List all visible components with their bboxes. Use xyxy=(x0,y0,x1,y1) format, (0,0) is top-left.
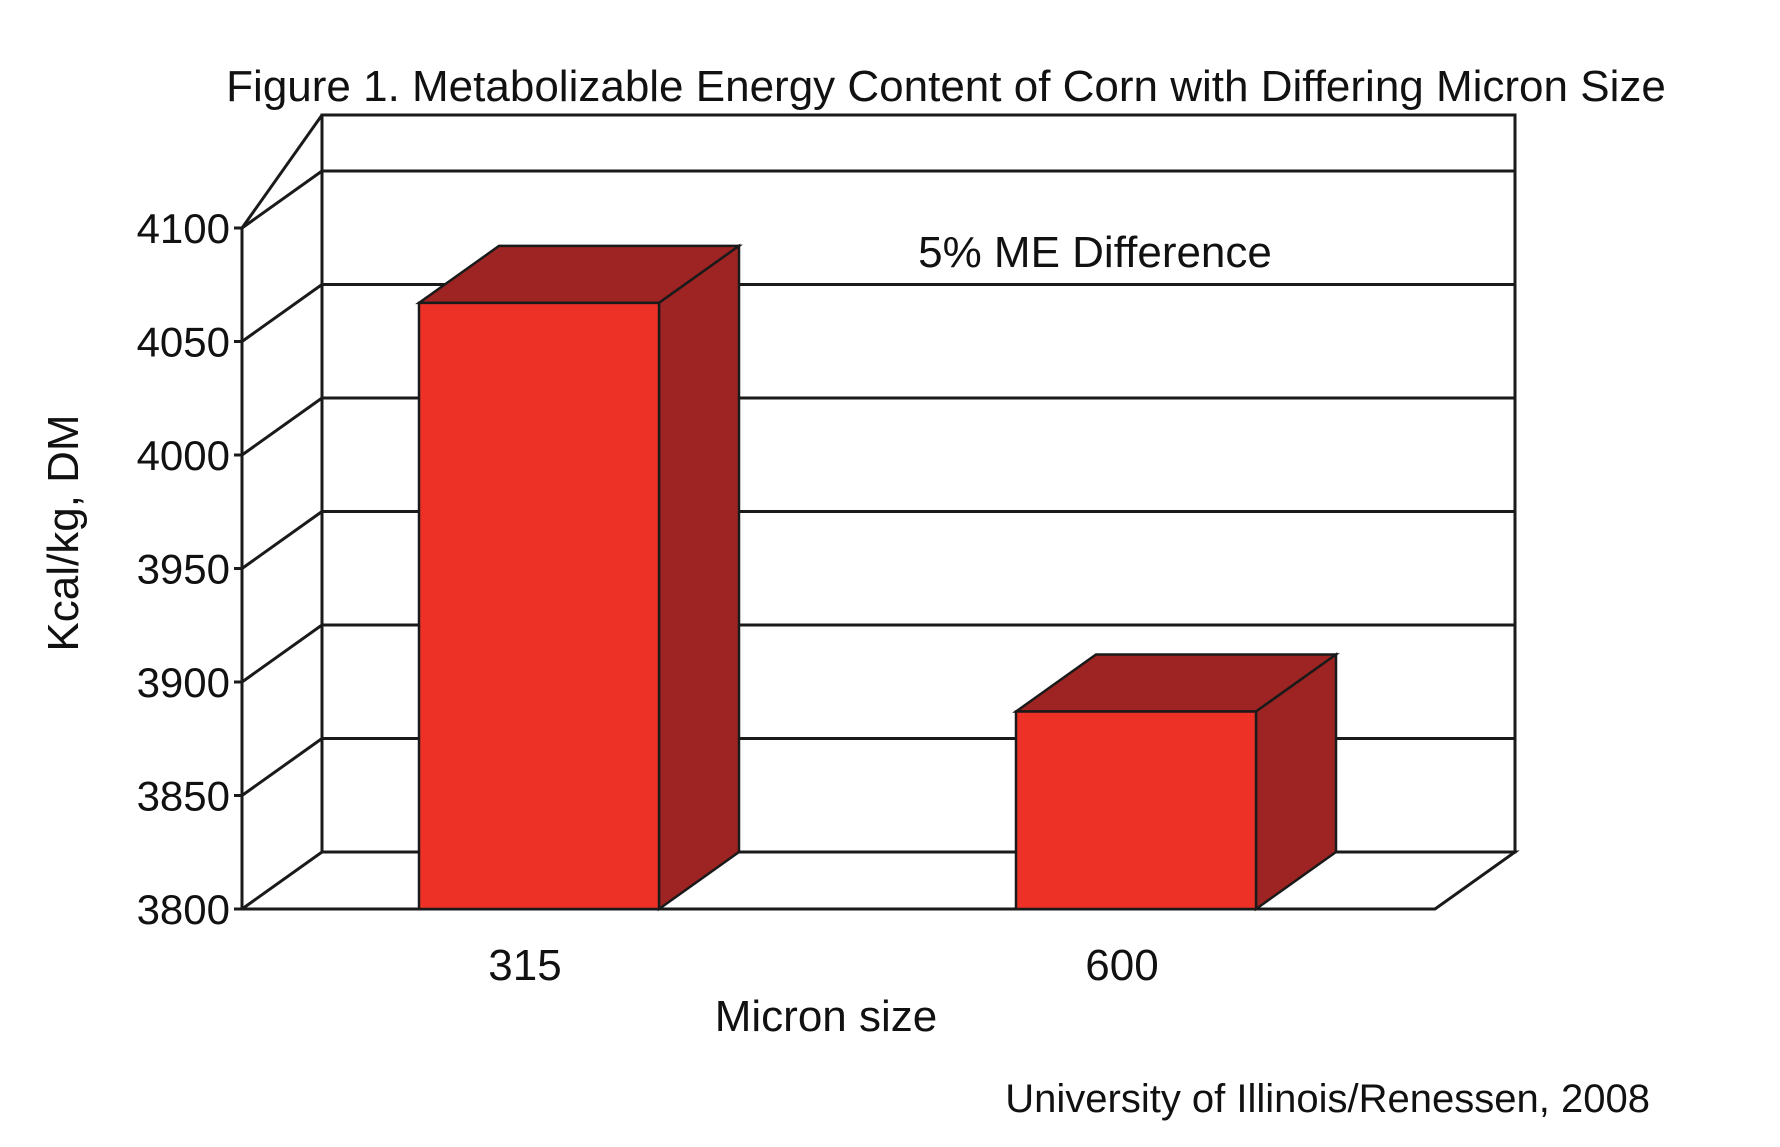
gridline-depth xyxy=(241,623,323,684)
x-axis: 315 600 xyxy=(488,941,1158,990)
y-tick-label: 3950 xyxy=(137,546,230,593)
x-axis-title: Micron size xyxy=(715,992,938,1041)
left-wall-top-edge xyxy=(240,114,324,229)
y-axis: 3800 3850 3900 3950 4000 4050 4100 xyxy=(137,205,242,933)
y-tick-label: 4100 xyxy=(137,205,230,252)
bar xyxy=(1014,710,1258,911)
y-tick-label: 4000 xyxy=(137,432,230,479)
bar-side xyxy=(657,243,741,912)
gridline-depth xyxy=(241,396,323,457)
y-axis-title: Kcal/kg, DM xyxy=(39,414,88,651)
gridline-depth xyxy=(241,737,323,797)
gridline-depth xyxy=(241,510,323,570)
bar xyxy=(417,301,661,911)
bars xyxy=(415,243,1340,912)
chart-title: Figure 1. Metabolizable Energy Content o… xyxy=(226,62,1666,111)
y-tick-label: 3800 xyxy=(137,886,230,933)
y-tick-label: 4050 xyxy=(137,319,230,366)
y-tick-label: 3900 xyxy=(137,659,230,706)
x-tick-label: 315 xyxy=(488,941,561,990)
annotation-text: 5% ME Difference xyxy=(918,228,1272,277)
x-tick-label: 600 xyxy=(1085,941,1158,990)
source-note: University of Illinois/Renessen, 2008 xyxy=(1005,1077,1650,1121)
gridline-depth xyxy=(241,169,323,230)
gridline-depth xyxy=(241,283,323,343)
y-tick-label: 3850 xyxy=(137,773,230,820)
